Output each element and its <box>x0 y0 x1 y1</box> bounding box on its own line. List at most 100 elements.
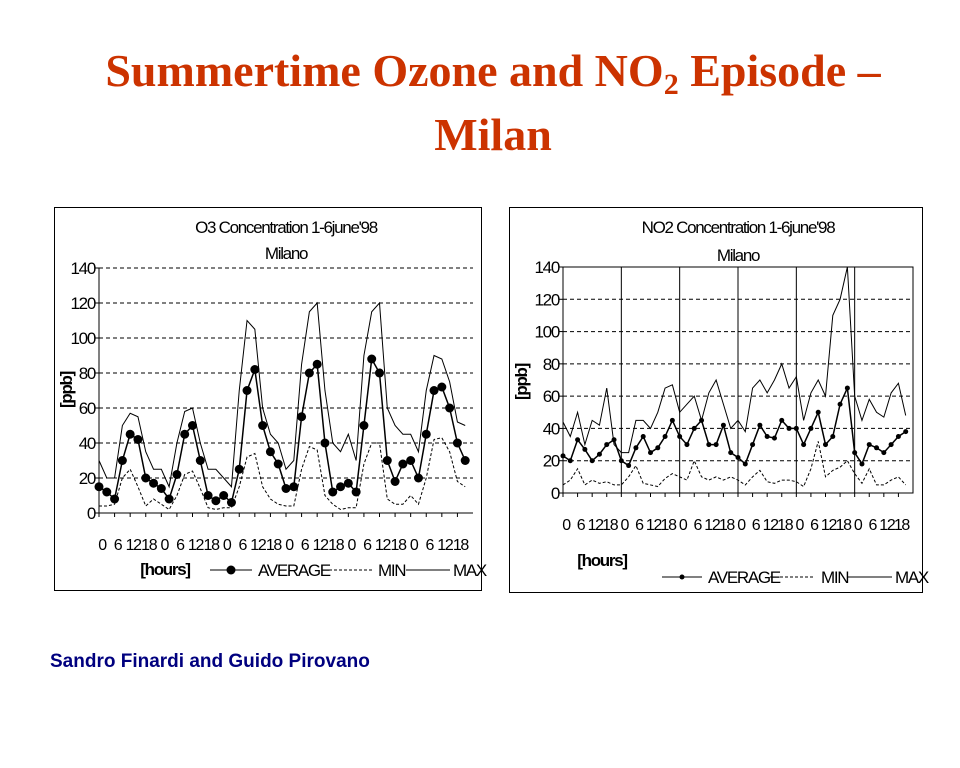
x-tick-label: 18 <box>719 517 736 534</box>
y-tick-label: 80 <box>543 355 560 374</box>
average-point <box>110 494 120 504</box>
average-point <box>567 458 573 464</box>
x-tick-label: 12 <box>313 537 330 554</box>
series-max-line <box>98 301 466 489</box>
x-tick-label: 0 <box>796 517 805 534</box>
x-tick-label: 6 <box>577 517 586 534</box>
average-point <box>575 437 581 443</box>
x-tick-label: 12 <box>704 517 721 534</box>
average-point <box>888 442 894 448</box>
x-tick-label: 6 <box>868 517 877 534</box>
series-average-line <box>562 385 907 467</box>
average-point <box>133 435 143 444</box>
x-tick-label: 6 <box>301 537 310 554</box>
average-point <box>589 458 595 464</box>
o3-chart-frame <box>54 207 482 591</box>
legend-average-label: AVERAGE <box>708 568 781 587</box>
x-tick-label: 18 <box>453 537 470 554</box>
legend-min-label: MIN <box>821 568 848 587</box>
average-point <box>125 429 135 439</box>
x-tick-label: 0 <box>285 537 294 554</box>
x-tick-label: 0 <box>679 517 688 534</box>
average-point <box>596 451 602 457</box>
average-point <box>801 442 807 448</box>
y-tick-label: 20 <box>79 469 96 488</box>
average-point <box>289 482 299 492</box>
x-tick-label: 6 <box>693 517 702 534</box>
average-point <box>281 484 291 493</box>
title-subscript: 2 <box>663 68 679 101</box>
x-tick-label: 12 <box>646 517 663 534</box>
x-tick-label: 18 <box>141 537 158 554</box>
x-tick-label: 6 <box>114 537 123 554</box>
average-point <box>808 425 814 431</box>
no2-chart-frame <box>509 207 923 593</box>
average-point <box>706 442 712 448</box>
average-point <box>764 434 770 439</box>
series-min-line <box>99 437 466 511</box>
average-point <box>793 425 799 431</box>
x-tick-label: 12 <box>588 517 605 534</box>
x-tick-label: 0 <box>223 537 232 554</box>
average-point <box>662 434 668 439</box>
y-tick-label: 60 <box>79 399 96 418</box>
x-tick-label: 6 <box>635 517 644 534</box>
x-tick-label: 18 <box>835 517 852 534</box>
average-point <box>375 368 384 378</box>
y-tick-label: 140 <box>71 259 96 278</box>
average-point <box>297 412 307 422</box>
x-axis-label: [hours] <box>140 560 190 579</box>
x-tick-label: 0 <box>854 517 863 534</box>
average-point <box>312 359 322 369</box>
average-point <box>304 368 314 378</box>
average-point <box>452 438 462 448</box>
x-tick-label: 12 <box>126 537 143 554</box>
y-tick-label: 40 <box>79 434 96 453</box>
average-point <box>866 442 872 448</box>
average-point <box>815 409 821 415</box>
average-point <box>242 386 252 395</box>
x-tick-label: 6 <box>752 517 761 534</box>
average-point <box>903 429 909 435</box>
y-tick-label: 0 <box>551 484 560 503</box>
x-tick-label: 0 <box>621 517 630 534</box>
legend-average-marker <box>679 574 685 580</box>
average-point <box>172 470 182 479</box>
average-point <box>830 434 836 439</box>
average-point <box>117 456 127 465</box>
no2-chart: NO2 Concentration 1-6june'98 Milano 0 20 40 6… <box>512 218 930 587</box>
average-point <box>390 477 400 486</box>
x-tick-label: 18 <box>660 517 677 534</box>
average-point <box>560 453 566 459</box>
y-tick-label: 120 <box>71 294 96 313</box>
average-point <box>823 442 828 448</box>
legend-min-label: MIN <box>378 561 405 580</box>
average-point <box>742 461 748 467</box>
average-point <box>699 417 705 423</box>
average-point <box>180 429 190 439</box>
average-point <box>102 487 112 497</box>
average-point <box>141 473 151 483</box>
average-point <box>195 456 205 465</box>
y-tick-label: 100 <box>71 329 96 348</box>
average-point <box>837 401 843 407</box>
average-point <box>618 458 624 464</box>
x-tick-label: 12 <box>437 537 454 554</box>
average-point <box>684 442 690 448</box>
average-point <box>691 425 697 431</box>
average-point <box>604 442 610 448</box>
chart-subtitle: Milano <box>265 244 308 263</box>
average-point <box>188 421 197 430</box>
x-tick-label: 12 <box>375 537 392 554</box>
average-point <box>359 421 369 430</box>
average-point <box>234 464 244 474</box>
average-point <box>398 459 408 469</box>
series-max-line <box>562 266 907 454</box>
average-point <box>720 422 726 428</box>
x-tick-label: 18 <box>602 517 619 534</box>
average-point <box>852 450 858 456</box>
average-point <box>779 417 785 423</box>
average-point <box>677 434 683 439</box>
legend-average-label: AVERAGE <box>258 561 331 580</box>
